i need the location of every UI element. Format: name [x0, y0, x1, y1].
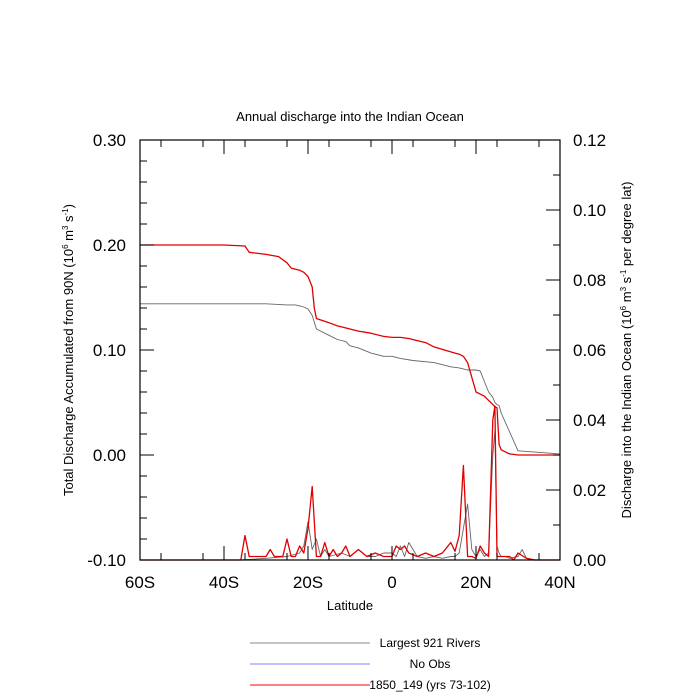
legend: Largest 921 Rivers No Obs 1850_149 (yrs 73… [250, 636, 491, 692]
chart-title: Annual discharge into the Indian Ocean [236, 109, 464, 124]
x-tick-label: 40S [209, 573, 239, 592]
y-right-tick-label: 0.12 [573, 131, 606, 150]
series-line-1 [140, 244, 560, 456]
x-tick-label: 40N [544, 573, 575, 592]
plot-lines [140, 244, 561, 561]
y-right-tick-label: 0.00 [573, 551, 606, 570]
y-right-label-part1: Discharge into the Indian Ocean (10 [619, 310, 634, 518]
x-tick-label: 20S [293, 573, 323, 592]
y-left-tick-label: 0.10 [93, 341, 126, 360]
y-right-tick-label: 0.04 [573, 411, 606, 430]
y-right-label-part4: per degree lat) [619, 182, 634, 270]
x-tick-label: 20N [460, 573, 491, 592]
series-line-3 [140, 405, 560, 561]
x-tick-label: 60S [125, 573, 155, 592]
x-axis-title: Latitude [327, 598, 373, 613]
legend-label-2: 1850_149 (yrs 73-102) [369, 678, 490, 692]
y-left-label-part3: s [61, 215, 76, 226]
x-tick-label: 0 [387, 573, 396, 592]
y-right-label-sup3: -1 [619, 269, 628, 277]
y-right-tick-label: 0.02 [573, 481, 606, 500]
y-left-label-part2: m [61, 230, 76, 244]
y-right-axis-title: Discharge into the Indian Ocean (106 m3 … [619, 182, 634, 519]
axis-ticks: 60S 40S 20S 0 20N 40N 0.30 0.20 0.10 0.00 -0.10 0.1… [87, 131, 606, 592]
y-left-axis-title: Total Discharge Accumulated from 90N (10… [61, 204, 76, 496]
legend-label-1: No Obs [410, 657, 451, 671]
y-right-tick-label: 0.06 [573, 341, 606, 360]
y-right-tick-label: 0.10 [573, 201, 606, 220]
y-left-tick-label: 0.20 [93, 236, 126, 255]
y-left-tick-label: -0.10 [87, 551, 126, 570]
y-right-label-sup2: 3 [619, 286, 628, 291]
series-line-0 [140, 303, 561, 455]
y-left-label-sup1: 6 [61, 244, 70, 249]
series-line-2 [140, 430, 560, 561]
y-left-label-part1: Total Discharge Accumulated from 90N (10 [61, 249, 76, 496]
y-left-label-sup2: 3 [61, 225, 70, 230]
y-left-tick-label: 0.30 [93, 131, 126, 150]
y-left-label-sup3: -1 [61, 208, 70, 216]
y-right-label-sup1: 6 [619, 305, 628, 310]
y-left-tick-label: 0.00 [93, 446, 126, 465]
y-right-label-part2: m [619, 291, 634, 305]
y-right-tick-label: 0.08 [573, 271, 606, 290]
y-right-label-part3: s [619, 276, 634, 287]
y-left-label-part4: ) [61, 204, 76, 208]
legend-label-0: Largest 921 Rivers [380, 636, 481, 650]
